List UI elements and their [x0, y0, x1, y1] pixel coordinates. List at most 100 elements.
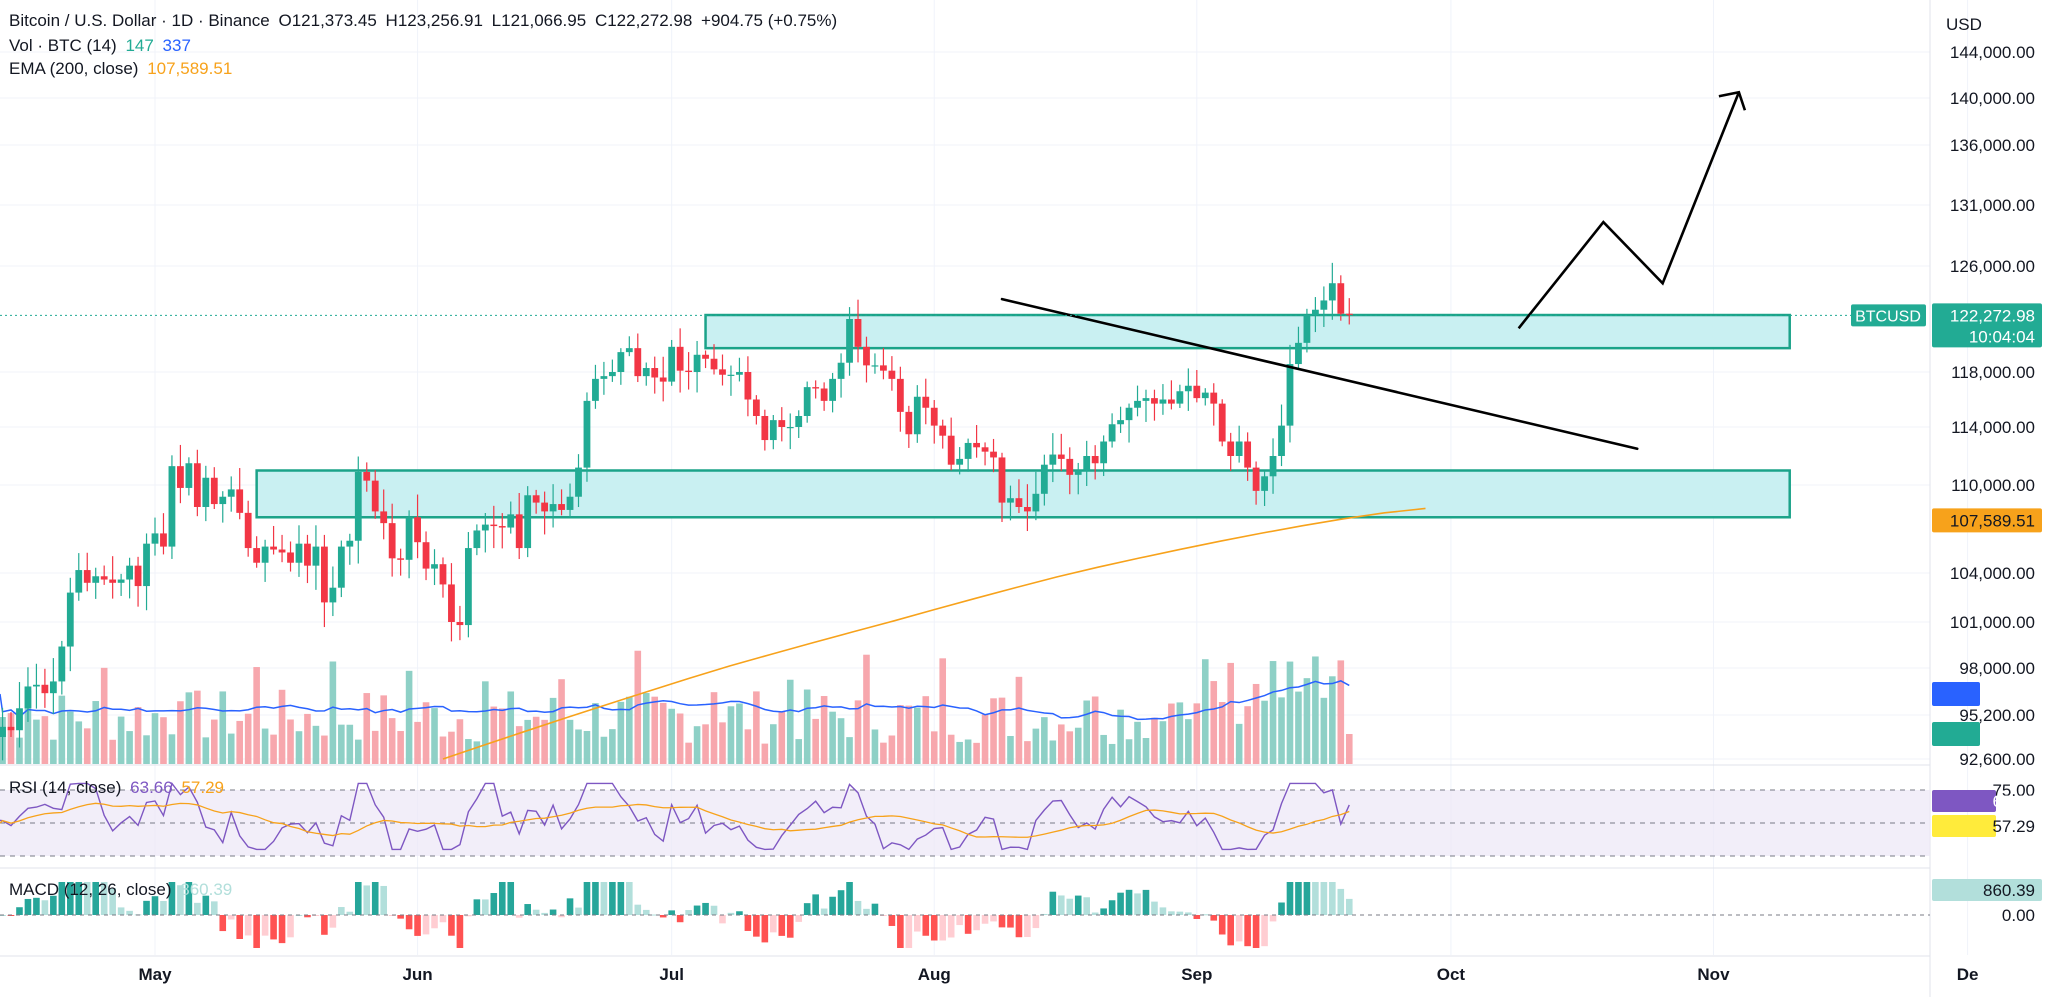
volume-bar [1185, 719, 1192, 764]
candle [956, 447, 964, 475]
macd-bar [786, 915, 794, 938]
rsi-line [0, 781, 1350, 851]
candle-body [41, 684, 49, 694]
volume-bar [1193, 703, 1201, 764]
macd-bar [600, 882, 608, 915]
legend-macd[interactable]: MACD (12, 26, close) 860.39 [9, 880, 236, 900]
rsi-tag-bg [1932, 790, 1996, 812]
volume-bar [431, 708, 438, 764]
candle [685, 352, 693, 390]
macd-bar [1252, 915, 1260, 948]
legend-rsi[interactable]: RSI (14, close) 63.66 57.29 [9, 778, 228, 798]
volume-bar [719, 722, 726, 764]
macd-bar [363, 885, 371, 915]
macd-bar [439, 915, 447, 923]
price-axis: USD 144,000.00 140,000.00 136,000.00 131,000… [1946, 15, 2035, 769]
volume-bar [1227, 662, 1234, 764]
volume-bar [1117, 709, 1124, 764]
volume-bar [668, 708, 675, 764]
volume-bar [24, 690, 32, 764]
candle [312, 525, 320, 590]
legend-volume[interactable]: Vol · BTC (14) 147 337 [9, 36, 195, 56]
macd-bar [16, 907, 23, 915]
macd-bar [1007, 915, 1014, 928]
macd-bar [693, 905, 701, 915]
volume-bar [151, 713, 159, 764]
candle [1295, 326, 1302, 369]
volume-bar [914, 707, 921, 764]
candle [727, 365, 735, 396]
macd-bar [507, 882, 515, 915]
candle-body [668, 346, 676, 382]
symbol-tag-bg [1851, 304, 1926, 327]
macd-bar [702, 902, 709, 915]
candle [227, 476, 235, 512]
candle [1108, 413, 1116, 448]
currency-label: USD [1946, 15, 1982, 34]
volume-bar [812, 718, 819, 764]
candle-body [1108, 424, 1116, 442]
volume-bar [75, 721, 83, 764]
candle [803, 381, 811, 423]
volume-bar [448, 731, 455, 764]
macd-bar [676, 915, 684, 923]
macd-bar [1286, 882, 1294, 915]
volume-bar [67, 711, 74, 764]
candle [990, 438, 997, 473]
candle [947, 417, 955, 471]
candle [1345, 298, 1353, 325]
candle-body [244, 512, 252, 549]
price-tick-label: 92,600.00 [1959, 750, 2035, 769]
macd-bar [431, 915, 438, 929]
time-tick-label: Oct [1437, 965, 1466, 984]
macd-bar [1201, 914, 1209, 916]
price-tick-label: 126,000.00 [1950, 257, 2035, 276]
candle [363, 462, 371, 492]
volume-bar [41, 716, 49, 764]
volume-bar [354, 739, 362, 764]
candle-body [151, 533, 159, 544]
macd-bar [261, 915, 269, 936]
candle-body [337, 546, 345, 588]
countdown-tag: 10:04:04 [1969, 327, 2035, 346]
macd-bar [820, 908, 828, 915]
candle-body [185, 463, 193, 488]
macd-bar [1193, 915, 1201, 919]
macd-bar [380, 885, 387, 915]
symbol-tag: BTCUSD [1855, 308, 1921, 325]
legend-close: C122,272.98 [594, 11, 693, 30]
volume-bar [414, 721, 421, 764]
candle-body [287, 552, 294, 563]
volume-bar [659, 702, 667, 764]
candle [1142, 389, 1150, 422]
legend-ema[interactable]: EMA (200, close) 107,589.51 [9, 59, 236, 79]
candle-body [1049, 454, 1057, 465]
candle-body [575, 467, 582, 497]
volume-bar [1218, 702, 1226, 764]
candle-body [600, 376, 608, 379]
macd-bar [744, 915, 752, 931]
candle-body [202, 477, 210, 507]
rsi-ma-tag-bg [1932, 815, 1996, 837]
volume-bar [16, 737, 23, 764]
candle-body [1134, 400, 1141, 408]
candle [58, 640, 66, 695]
candle [16, 682, 23, 748]
volume-bar [727, 706, 735, 764]
price-tick-label: 114,000.00 [1951, 418, 2035, 437]
candle-body [464, 548, 472, 626]
candle-body [1100, 441, 1108, 464]
macd-bar [1185, 912, 1192, 915]
candle [1193, 370, 1201, 403]
rsi-tag: 63.66 [1992, 792, 2035, 811]
candle-body [312, 546, 320, 566]
macd-bar [803, 903, 811, 915]
candle-body [1320, 300, 1328, 310]
candle [397, 548, 405, 576]
candle [1218, 399, 1226, 447]
macd-bar [422, 915, 430, 935]
volume-bar [693, 726, 701, 764]
candle-body [380, 511, 388, 524]
volume-bar [947, 734, 955, 764]
